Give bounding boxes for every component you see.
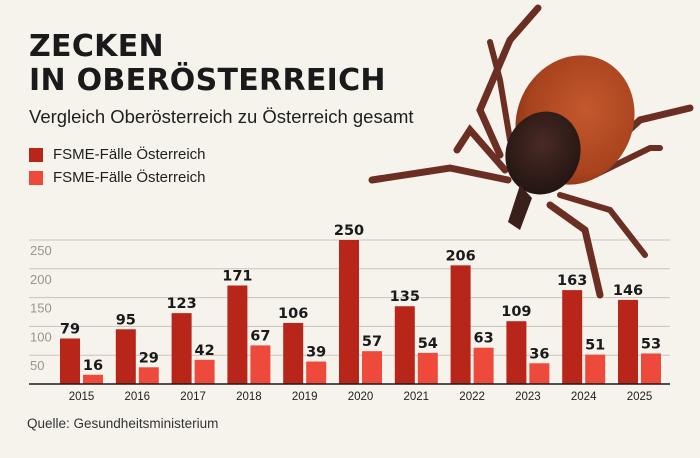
bar-2017-series-2 (194, 359, 215, 384)
bar-2025-series-2 (641, 353, 661, 384)
tick-illustration (368, 4, 694, 299)
bar-2024-series-2 (585, 354, 606, 384)
bar-2015-series-1 (60, 338, 80, 384)
bar-2024-series-1 (562, 290, 583, 384)
data-label: 95 (116, 312, 136, 328)
bar-2021-series-2 (417, 352, 438, 384)
chart-title: ZECKEN IN OBERÖSTERREICH (29, 30, 386, 98)
bar-2017-series-1 (171, 313, 192, 384)
bar-2016-series-1 (115, 329, 136, 384)
chart-subtitle: Vergleich Oberösterreich zu Österreich g… (29, 106, 414, 127)
data-label: 123 (166, 296, 196, 312)
bar-2019-series-1 (283, 322, 304, 384)
x-tick-label: 2015 (69, 391, 95, 403)
data-label: 163 (557, 273, 587, 289)
title-line-1: ZECKEN (29, 29, 164, 64)
x-tick-label: 2023 (515, 391, 541, 403)
y-tick-label: 200 (30, 272, 52, 287)
data-label: 67 (250, 328, 270, 344)
tick-shield (505, 111, 581, 195)
data-label: 42 (195, 343, 215, 359)
bar-2018-series-2 (250, 345, 271, 384)
legend-item-series-1: FSME-Fälle Österreich (29, 143, 206, 166)
data-label: 146 (613, 283, 643, 299)
legend-label: FSME-Fälle Österreich (53, 169, 206, 186)
legend-item-series-2: FSME-Fälle Österreich (29, 166, 206, 189)
data-label: 63 (474, 331, 494, 347)
data-label: 57 (362, 334, 382, 350)
y-tick-label: 100 (30, 329, 52, 344)
data-label: 79 (60, 321, 80, 337)
legend: FSME-Fälle Österreich FSME-Fälle Österre… (29, 143, 206, 189)
bar-2021-series-1 (394, 306, 415, 384)
bar-2020-series-1 (339, 240, 359, 384)
x-tick-label: 2017 (180, 391, 206, 403)
x-tick-label: 2019 (292, 391, 318, 403)
legend-swatch-dark (29, 147, 43, 162)
bar-2020-series-2 (362, 351, 382, 384)
bar-2023-series-2 (529, 363, 550, 384)
data-label: 36 (529, 346, 549, 362)
data-label: 39 (306, 345, 326, 361)
bar-2025-series-1 (618, 299, 638, 384)
x-tick-label: 2022 (459, 391, 485, 403)
x-tick-label: 2025 (627, 391, 653, 403)
data-label: 206 (445, 248, 475, 264)
data-label: 106 (278, 306, 308, 322)
title-line-2: IN OBERÖSTERREICH (29, 63, 386, 98)
data-label: 54 (418, 336, 438, 352)
y-tick-label: 50 (30, 358, 44, 373)
y-tick-label: 250 (30, 243, 52, 258)
bar-2015-series-2 (83, 374, 103, 384)
bar-2023-series-1 (506, 321, 527, 384)
bar-2022-series-1 (450, 265, 471, 384)
source-note: Quelle: Gesundheitsministerium (27, 416, 219, 431)
x-tick-label: 2016 (125, 391, 151, 403)
tick-mouthparts (508, 185, 532, 230)
data-label: 16 (83, 358, 103, 374)
legend-swatch-light (29, 170, 43, 185)
x-tick-label: 2018 (236, 391, 262, 403)
bar-2022-series-2 (473, 347, 494, 384)
data-label: 53 (641, 336, 661, 352)
x-tick-label: 2024 (571, 391, 597, 403)
data-label: 51 (585, 338, 605, 354)
bar-2016-series-2 (138, 367, 159, 384)
bar-2018-series-1 (227, 285, 248, 384)
x-tick-label: 2020 (348, 391, 374, 403)
data-label: 29 (139, 350, 159, 366)
y-tick-label: 150 (30, 301, 52, 316)
x-tick-label: 2021 (404, 391, 430, 403)
data-label: 171 (222, 269, 252, 285)
bar-2019-series-2 (306, 361, 327, 384)
data-label: 250 (334, 223, 364, 239)
data-label: 135 (390, 289, 420, 305)
data-label: 109 (501, 304, 531, 320)
legend-label: FSME-Fälle Österreich (53, 146, 206, 163)
